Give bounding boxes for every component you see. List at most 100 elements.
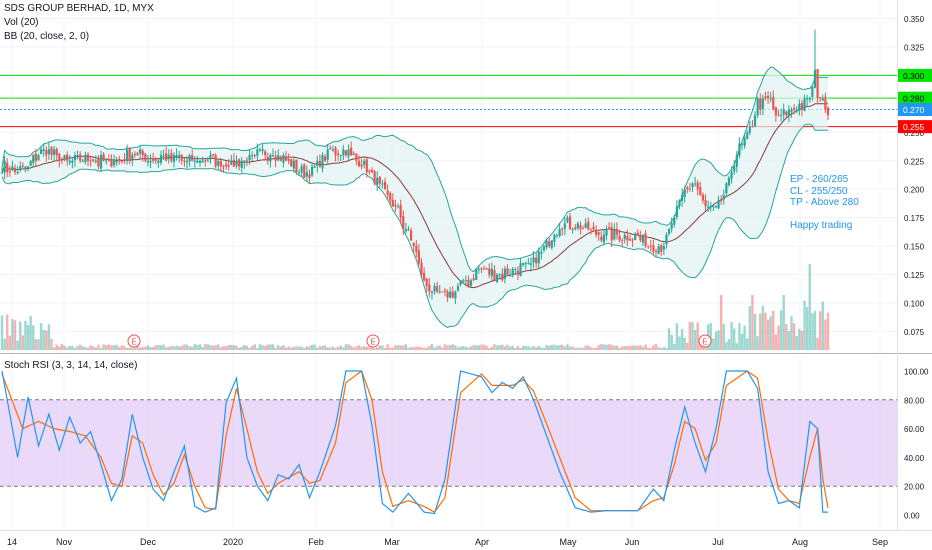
bb-upper-line <box>1 66 828 273</box>
volume-bar <box>209 345 212 350</box>
volume-bar <box>180 345 183 350</box>
candle-body <box>707 206 710 208</box>
earnings-marker-label: E <box>702 338 707 347</box>
volume-bar <box>785 323 788 350</box>
candle-body <box>488 268 491 275</box>
candle-body <box>383 181 387 190</box>
time-tick-label: Aug <box>792 537 808 547</box>
volume-bar <box>34 339 38 350</box>
volume-bar <box>537 345 540 350</box>
volume-bar <box>303 347 306 350</box>
volume-bar <box>42 330 45 350</box>
volume-bar <box>349 345 353 350</box>
volume-bar <box>102 344 105 350</box>
volume-bar <box>128 347 131 350</box>
candle-body <box>295 159 298 173</box>
candle-body <box>527 263 530 265</box>
volume-bar <box>673 344 676 350</box>
candle-body <box>769 98 772 100</box>
volume-bar <box>459 346 462 350</box>
candle-body <box>308 174 311 178</box>
volume-bar <box>782 295 785 350</box>
candle-body <box>785 111 788 116</box>
volume-bar <box>292 346 296 350</box>
volume-bar <box>107 344 111 350</box>
candle-body <box>136 153 139 156</box>
candle-body <box>683 189 686 198</box>
volume-bar <box>81 346 84 350</box>
volume-bar <box>217 344 220 350</box>
candle-body <box>183 160 186 162</box>
candle-body <box>446 291 449 298</box>
volume-bar <box>342 347 345 350</box>
candle-body <box>425 278 428 286</box>
volume-bar <box>480 344 483 350</box>
candle-body <box>316 160 319 166</box>
volume-bar <box>125 347 129 350</box>
candle-body <box>808 98 811 100</box>
candle-body <box>290 159 293 167</box>
volume-bar <box>115 344 118 350</box>
volume-bar <box>149 347 152 350</box>
candle-body <box>24 166 27 168</box>
candle-body <box>305 172 308 177</box>
candle-body <box>34 153 37 161</box>
volume-bar <box>717 330 720 350</box>
price-level-label: 0.255 <box>903 122 925 132</box>
candle-body <box>454 291 457 299</box>
volume-bar <box>821 301 824 350</box>
volume-bar <box>503 346 507 350</box>
time-tick-label: 2020 <box>223 537 243 547</box>
volume-bar <box>542 347 546 350</box>
volume-bar <box>792 323 796 350</box>
candle-body <box>92 159 95 161</box>
candle-body <box>480 268 483 270</box>
volume-bar <box>422 347 426 350</box>
volume-bar <box>97 344 100 350</box>
price-tick-label: 0.175 <box>904 214 925 223</box>
candle-body <box>597 232 600 235</box>
candle-body <box>766 96 770 99</box>
candle-body <box>415 245 418 252</box>
candle-body <box>602 234 606 243</box>
candle-body <box>360 164 363 167</box>
volume-bar <box>746 338 749 350</box>
volume-bar <box>824 319 827 350</box>
volume-bar <box>146 345 150 350</box>
volume-bar <box>323 345 327 350</box>
volume-bar <box>99 347 103 350</box>
candle-body <box>800 103 804 110</box>
volume-bar <box>224 346 228 350</box>
volume-bar <box>185 344 189 350</box>
candle-body <box>493 270 496 281</box>
volume-bar <box>805 307 809 350</box>
volume-bar <box>662 347 666 350</box>
volume-bar <box>735 343 739 350</box>
volume-bar <box>803 300 806 350</box>
candle-body <box>342 149 345 156</box>
candle-body <box>131 155 134 160</box>
volume-bar <box>506 344 509 350</box>
volume-bar <box>391 347 395 350</box>
candle-body <box>824 96 827 110</box>
volume-bar <box>581 347 585 350</box>
candle-body <box>459 280 462 285</box>
candle-body <box>753 115 757 127</box>
volume-bar <box>78 344 82 350</box>
earnings-marker <box>366 334 380 348</box>
candle-body <box>251 155 254 157</box>
volume-bar <box>600 344 603 350</box>
time-tick-label: Nov <box>56 537 73 547</box>
volume-bar <box>266 344 269 350</box>
candle-body <box>261 149 264 152</box>
price-tick-label: 0.100 <box>904 300 925 309</box>
volume-bar <box>151 347 155 350</box>
volume-bar <box>558 345 561 350</box>
volume-bar <box>326 347 329 350</box>
volume-bar <box>19 321 22 350</box>
candle-body <box>73 155 77 161</box>
candle-body <box>47 149 51 155</box>
stoch-rsi-panel <box>0 353 932 515</box>
volume-bar <box>615 345 619 350</box>
